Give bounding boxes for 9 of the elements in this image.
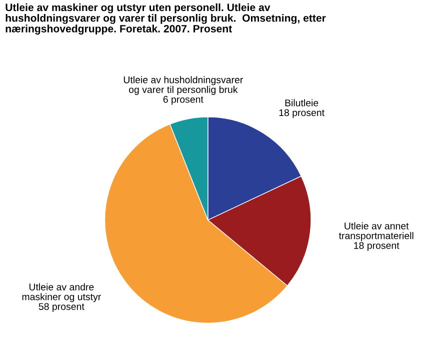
data-label: 18 prosent (354, 242, 400, 251)
data-label: 18 prosent (279, 109, 324, 118)
data-label: 58 prosent (38, 303, 84, 312)
slice-label: Utleie av andre maskiner og utstyr (22, 283, 101, 302)
data-label: 6 prosent (163, 96, 204, 105)
slice-label: Utleie av husholdningsvarer og varer til personlig bruk (124, 76, 243, 95)
slice-label: Utleie av annet transportmateriell (338, 222, 414, 242)
slice-label: Bilutleie (285, 99, 318, 106)
chart-title: Utleie av maskiner og utstyr uten personell. Utleie av husholdningsvarer og varer til personlig bruk. Omsetning, etter næringshovedgruppe. Foretak. 2007. Prosent (6, 3, 326, 35)
